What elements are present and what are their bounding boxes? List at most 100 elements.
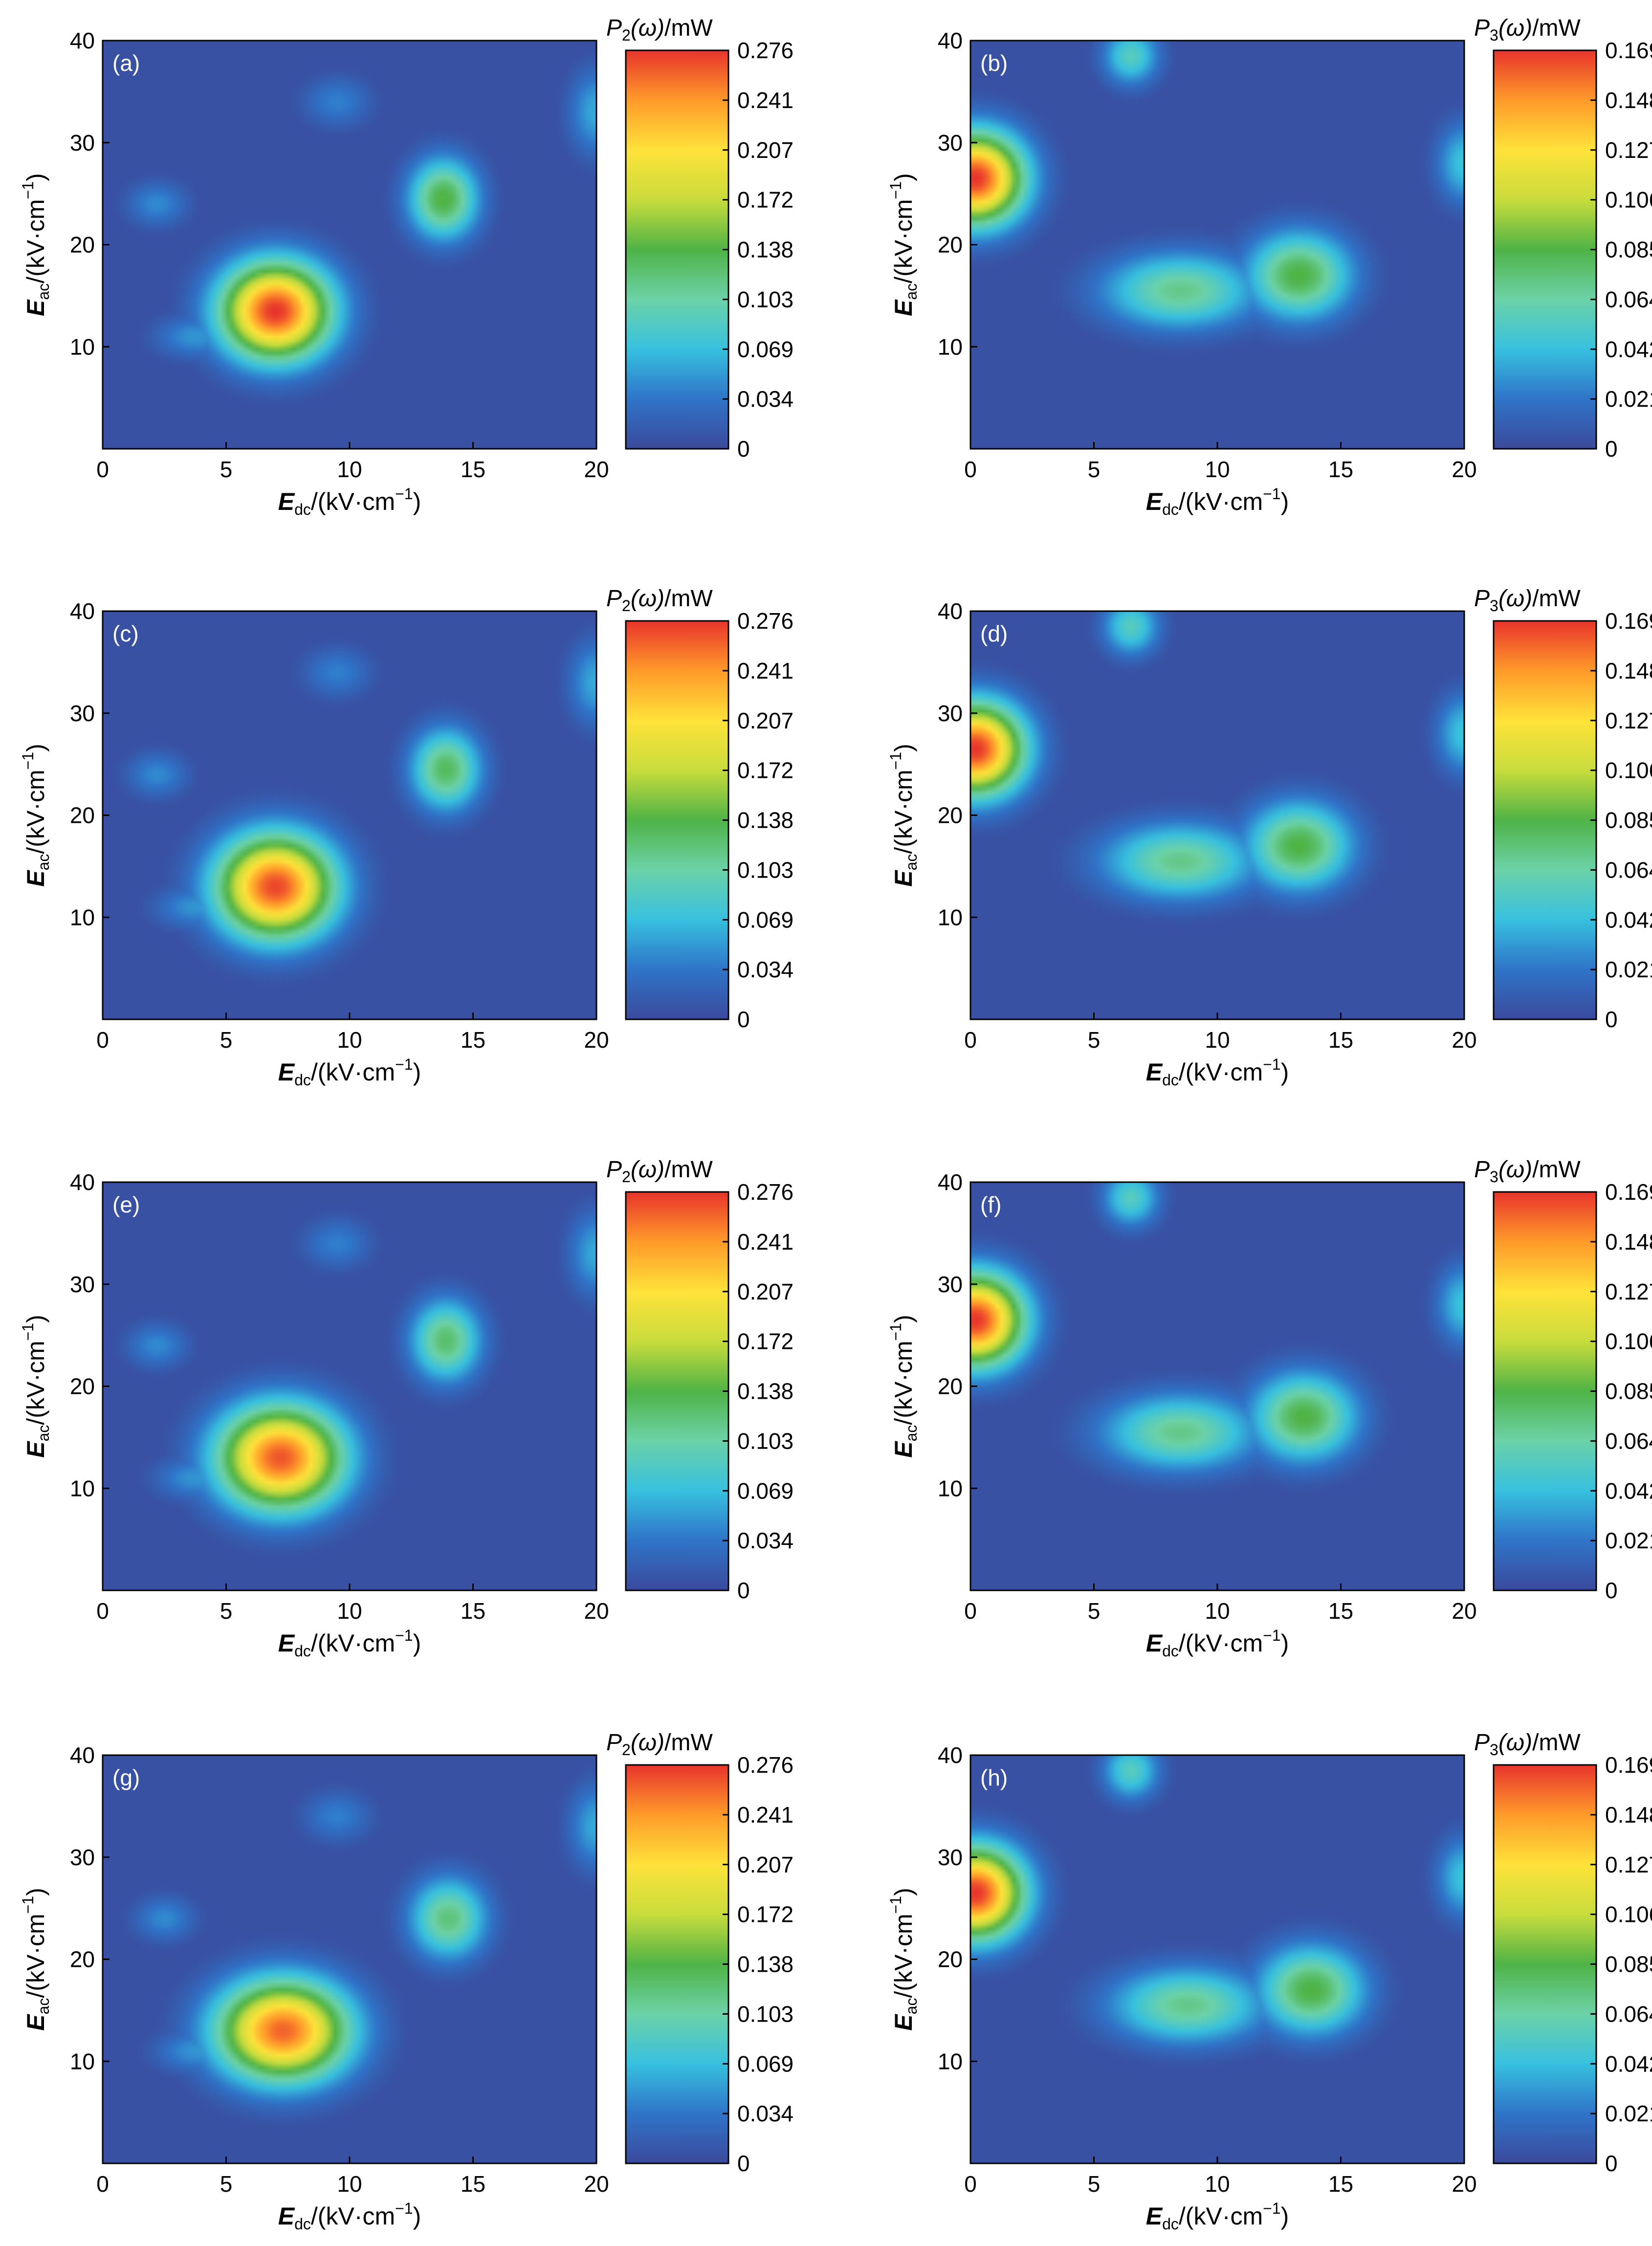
y-tick-label: 40 — [938, 1742, 963, 1768]
y-tick-label: 40 — [70, 1169, 95, 1195]
colorbar-tick-label: 0.172 — [737, 1902, 793, 1927]
y-tick-label: 40 — [938, 598, 963, 624]
y-tick-label: 30 — [938, 701, 963, 726]
colorbar — [1493, 620, 1597, 1020]
colorbar-tick-label: 0.169 — [1605, 1752, 1652, 1778]
x-tick-label: 10 — [337, 457, 362, 482]
heatmap-image-b — [970, 41, 1464, 449]
y-axis-label: Eac/(kV·cm−1) — [19, 1315, 52, 1458]
colorbar-tick-label: 0.064 — [1605, 286, 1652, 312]
colorbar-tick-label: 0.064 — [1605, 1428, 1652, 1453]
colorbar-tick-label: 0.106 — [1605, 187, 1652, 213]
colorbar-title: P2(ω)/mW — [606, 586, 713, 615]
colorbar-tick-label: 0 — [737, 436, 750, 462]
x-axis-label: Edc/(kV·cm−1) — [1146, 2200, 1289, 2233]
colorbar-tick-label: 0.103 — [737, 857, 793, 882]
colorbar-tick-label: 0.172 — [737, 187, 793, 213]
panel-label: (d) — [980, 621, 1008, 646]
x-tick-label: 10 — [1205, 457, 1230, 482]
colorbar-tick-label: 0.127 — [1605, 708, 1652, 733]
x-tick-label: 0 — [964, 1598, 977, 1624]
x-tick-label: 0 — [96, 2171, 109, 2197]
colorbar-tick-label: 0.106 — [1605, 1329, 1652, 1354]
y-tick-label: 10 — [938, 1475, 963, 1501]
panel-g: (g) 0 5 10 15 20 10 20 30 40 Edc/(kV·cm−1) Eac/(kV·… — [19, 1730, 793, 2233]
panel-label: (f) — [980, 1192, 1001, 1217]
y-axis-label: Eac/(kV·cm−1) — [887, 1888, 920, 2031]
y-tick-label: 30 — [938, 1845, 963, 1870]
y-axis-label: Eac/(kV·cm−1) — [887, 1315, 920, 1458]
colorbar-tick-label: 0.085 — [1605, 808, 1652, 833]
x-tick-label: 15 — [1328, 457, 1353, 482]
colorbar-tick-label: 0.138 — [737, 1379, 793, 1404]
colorbar-tick-label: 0.069 — [737, 336, 793, 362]
y-tick-label: 10 — [938, 2048, 963, 2074]
x-tick-label: 5 — [220, 1598, 233, 1624]
colorbar-tick-label: 0.127 — [1605, 1852, 1652, 1877]
y-tick-label: 10 — [70, 904, 95, 930]
colorbar-tick-label: 0.207 — [737, 1279, 793, 1304]
x-tick-label: 0 — [96, 1027, 109, 1053]
colorbar — [1493, 49, 1597, 450]
y-tick-label: 30 — [70, 1845, 95, 1870]
x-axis-label: Edc/(kV·cm−1) — [278, 1627, 421, 1660]
x-tick-label: 5 — [1088, 1027, 1101, 1053]
colorbar-tick-label: 0.169 — [1605, 38, 1652, 63]
colorbar-tick-label: 0.127 — [1605, 137, 1652, 163]
x-tick-label: 15 — [1328, 2171, 1353, 2197]
colorbar-tick-label: 0.138 — [737, 808, 793, 833]
x-tick-label: 10 — [337, 2171, 362, 2197]
colorbar-title: P2(ω)/mW — [606, 1730, 713, 1759]
x-tick-label: 5 — [220, 457, 233, 482]
panel-label: (h) — [980, 1765, 1008, 1790]
x-tick-label: 20 — [584, 1027, 609, 1053]
x-tick-label: 20 — [1452, 2171, 1476, 2197]
x-tick-label: 10 — [1205, 1027, 1230, 1053]
x-axis-label: Edc/(kV·cm−1) — [1146, 1056, 1289, 1089]
x-tick-label: 20 — [1452, 457, 1476, 482]
y-tick-label: 20 — [70, 803, 95, 828]
colorbar-tick-label: 0.276 — [737, 1752, 793, 1778]
colorbar-tick-label: 0.103 — [737, 2001, 793, 2026]
y-tick-label: 20 — [938, 1947, 963, 1972]
y-tick-label: 10 — [938, 334, 963, 359]
y-tick-label: 40 — [70, 28, 95, 53]
x-tick-label: 5 — [1088, 2171, 1101, 2197]
y-tick-label: 40 — [938, 1169, 963, 1195]
colorbar-tick-label: 0.106 — [1605, 1902, 1652, 1927]
colorbar-tick-label: 0.069 — [737, 2051, 793, 2076]
colorbar-tick-label: 0.021 — [1605, 2101, 1652, 2126]
x-tick-label: 15 — [1328, 1598, 1353, 1624]
colorbar-tick-label: 0.034 — [737, 1528, 793, 1553]
y-tick-label: 40 — [70, 598, 95, 624]
panel-d: (d) 0 5 10 15 20 10 20 30 40 Edc/(kV·cm−1) Eac/(kV·… — [887, 586, 1652, 1089]
x-tick-label: 15 — [461, 1027, 485, 1053]
x-tick-label: 0 — [964, 2171, 977, 2197]
colorbar-tick-label: 0.042 — [1605, 907, 1652, 932]
colorbar-tick-label: 0.042 — [1605, 1478, 1652, 1503]
x-tick-label: 5 — [220, 2171, 233, 2197]
y-tick-label: 30 — [70, 701, 95, 726]
x-tick-label: 0 — [964, 1027, 977, 1053]
panel-label: (g) — [112, 1765, 140, 1790]
colorbar-tick-label: 0.207 — [737, 1852, 793, 1877]
x-tick-label: 15 — [461, 1598, 485, 1624]
panel-label: (c) — [112, 621, 139, 646]
y-tick-label: 20 — [70, 1947, 95, 1972]
colorbar-tick-label: 0.064 — [1605, 857, 1652, 882]
x-tick-label: 20 — [1452, 1598, 1476, 1624]
panel-label: (e) — [112, 1192, 140, 1217]
y-tick-label: 30 — [938, 130, 963, 155]
colorbar-tick-label: 0.106 — [1605, 758, 1652, 783]
colorbar-tick-label: 0.207 — [737, 708, 793, 733]
y-tick-label: 40 — [938, 28, 963, 53]
panel-e: (e) 0 5 10 15 20 10 20 30 40 Edc/(kV·cm−1) Eac/(kV·… — [19, 1157, 793, 1660]
heatmap-image-d — [970, 611, 1464, 1019]
x-axis-label: Edc/(kV·cm−1) — [278, 1056, 421, 1089]
colorbar-tick-label: 0.069 — [737, 1478, 793, 1503]
panel-label: (a) — [112, 50, 140, 76]
colorbar-tick-label: 0.241 — [737, 1802, 793, 1828]
colorbar-tick-label: 0.207 — [737, 137, 793, 163]
y-tick-label: 20 — [70, 232, 95, 258]
